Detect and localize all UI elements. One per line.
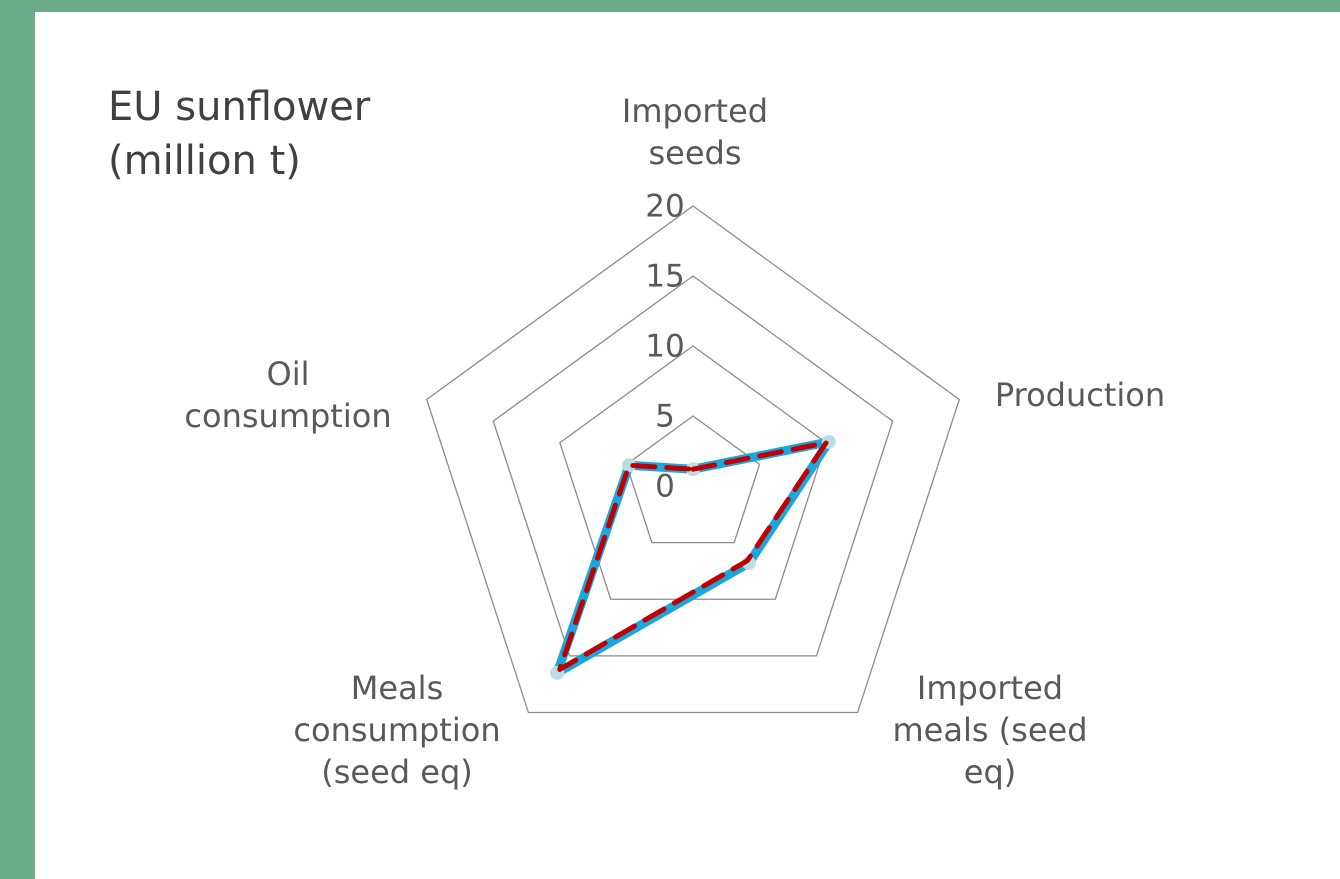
tick-label: 15 (645, 259, 684, 295)
tick-label: 10 (645, 329, 684, 365)
category-label: Oil consumption (184, 355, 392, 435)
grid-ring (625, 415, 761, 544)
category-label: Imported meals (seed eq) (892, 669, 1088, 791)
tick-label: 20 (645, 189, 684, 225)
tick-label: 0 (655, 469, 675, 505)
category-label: Meals consumption (seed eq) (293, 669, 501, 791)
tick-label: 5 (655, 399, 675, 435)
category-label: Imported seeds (621, 92, 769, 172)
series-line (557, 440, 829, 672)
marker (622, 458, 637, 473)
panel (35, 12, 1340, 879)
category-label: Production (994, 376, 1166, 414)
grid-ring (492, 275, 894, 657)
chart-title: EU sunflower (million t) (108, 84, 371, 184)
grid-ring (425, 205, 961, 714)
